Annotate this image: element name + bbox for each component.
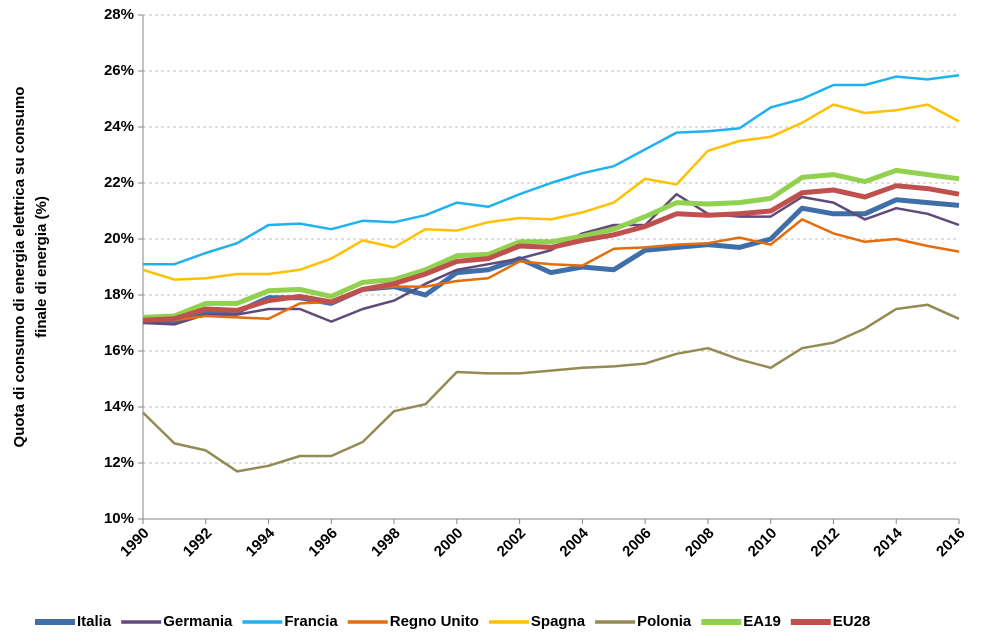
series-line: [142, 192, 960, 326]
x-tick-label: 2016: [933, 525, 969, 561]
y-tick-label: 22%: [104, 174, 134, 191]
x-tick-label: 2010: [745, 525, 781, 561]
series-line: [142, 183, 960, 323]
x-tick-label: 1990: [117, 525, 153, 561]
y-tick-label: 12%: [104, 454, 134, 471]
legend-label: Regno Unito: [390, 613, 479, 630]
y-tick-label: 28%: [104, 6, 134, 23]
series-line: [142, 103, 960, 281]
x-tick-label: 2012: [807, 525, 843, 561]
y-tick-label: 20%: [104, 230, 134, 247]
y-tick-label: 16%: [104, 342, 134, 359]
legend-label: EU28: [833, 613, 871, 630]
y-axis-title: finale di energia (%): [33, 196, 50, 338]
legend-label: EA19: [743, 613, 781, 630]
legend-label: Italia: [77, 613, 112, 630]
legend-label: Germania: [163, 613, 233, 630]
y-tick-label: 26%: [104, 62, 134, 79]
x-tick-label: 1996: [305, 525, 341, 561]
legend-label: Polonia: [637, 613, 692, 630]
legend-label: Francia: [284, 613, 338, 630]
series-line: [143, 73, 960, 266]
legend-label: Spagna: [531, 613, 586, 630]
y-tick-label: 14%: [104, 398, 134, 415]
x-tick-label: 1994: [243, 524, 279, 560]
y-axis-title: Quota di consumo di energia elettrica su…: [11, 87, 28, 448]
x-tick-label: 1998: [368, 525, 404, 561]
y-tick-label: 10%: [104, 510, 134, 527]
x-tick-label: 2014: [870, 524, 906, 560]
x-tick-label: 2000: [431, 525, 467, 561]
x-tick-label: 2004: [556, 524, 592, 560]
y-tick-label: 18%: [104, 286, 134, 303]
x-tick-label: 2006: [619, 525, 655, 561]
x-tick-label: 2008: [682, 525, 718, 561]
series-line: [143, 218, 960, 322]
series-line: [142, 167, 960, 320]
x-tick-label: 1992: [180, 525, 216, 561]
series-line: [142, 303, 960, 473]
y-tick-label: 24%: [104, 118, 134, 135]
x-tick-label: 2002: [494, 525, 530, 561]
